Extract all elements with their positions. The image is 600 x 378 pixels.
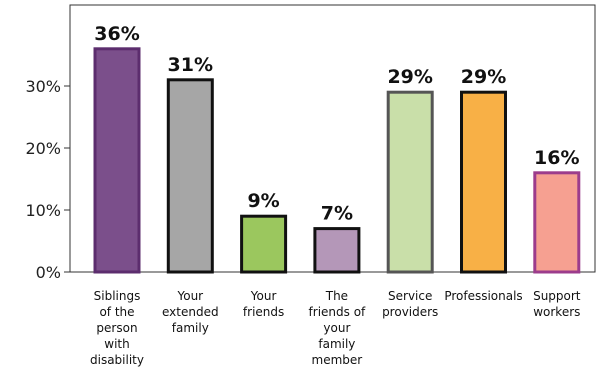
- data-label: 29%: [387, 66, 432, 88]
- category-label-line: workers: [533, 305, 580, 319]
- y-tick-label: 0%: [36, 263, 61, 282]
- category-label-line: The: [325, 289, 348, 303]
- category-label: Your friends: [243, 289, 284, 319]
- data-labels: 36% 31% 9% 7% 29% 29% 16%: [94, 23, 579, 225]
- category-label-line: with: [104, 337, 129, 351]
- bars: [93, 47, 581, 274]
- y-tick-label: 20%: [25, 139, 61, 158]
- category-label-line: family: [172, 321, 209, 335]
- category-label-line: Your: [250, 289, 277, 303]
- category-label-line: Your: [176, 289, 203, 303]
- category-label-line: Support: [533, 289, 581, 303]
- y-axis: 0% 10% 20% 30%: [25, 77, 70, 282]
- bar: [240, 214, 288, 274]
- bar: [460, 90, 507, 274]
- category-label-line: family: [318, 337, 355, 351]
- category-label: The friends of your family member: [309, 289, 367, 367]
- bar: [313, 227, 361, 274]
- bar: [386, 90, 434, 274]
- category-label: Professionals: [444, 289, 522, 303]
- category-label: Service providers: [382, 289, 438, 319]
- category-label-line: member: [312, 353, 363, 367]
- data-label: 31%: [168, 54, 213, 76]
- data-label: 36%: [94, 23, 139, 45]
- data-label: 9%: [247, 190, 279, 212]
- category-label-line: Service: [388, 289, 432, 303]
- category-label-line: Professionals: [444, 289, 522, 303]
- data-label: 29%: [461, 66, 506, 88]
- data-label: 7%: [321, 203, 353, 225]
- category-label: Siblings of the person with disability: [90, 289, 144, 367]
- category-label-line: friends: [243, 305, 284, 319]
- y-tick-label: 30%: [25, 77, 61, 96]
- bar: [93, 47, 141, 274]
- category-label-line: Siblings: [94, 289, 141, 303]
- category-label: Your extended family: [162, 289, 219, 335]
- category-label: Support workers: [533, 289, 581, 319]
- bar: [533, 171, 581, 274]
- category-label-line: friends of: [309, 305, 367, 319]
- bar: [166, 78, 214, 274]
- category-label-line: your: [323, 321, 350, 335]
- category-label-line: providers: [382, 305, 438, 319]
- category-label-line: extended: [162, 305, 219, 319]
- category-labels: Siblings of the person with disability Your ex…: [90, 289, 581, 367]
- category-label-line: of the: [99, 305, 134, 319]
- data-label: 16%: [534, 147, 579, 169]
- y-tick-label: 10%: [25, 201, 61, 220]
- category-label-line: disability: [90, 353, 144, 367]
- category-label-line: person: [96, 321, 137, 335]
